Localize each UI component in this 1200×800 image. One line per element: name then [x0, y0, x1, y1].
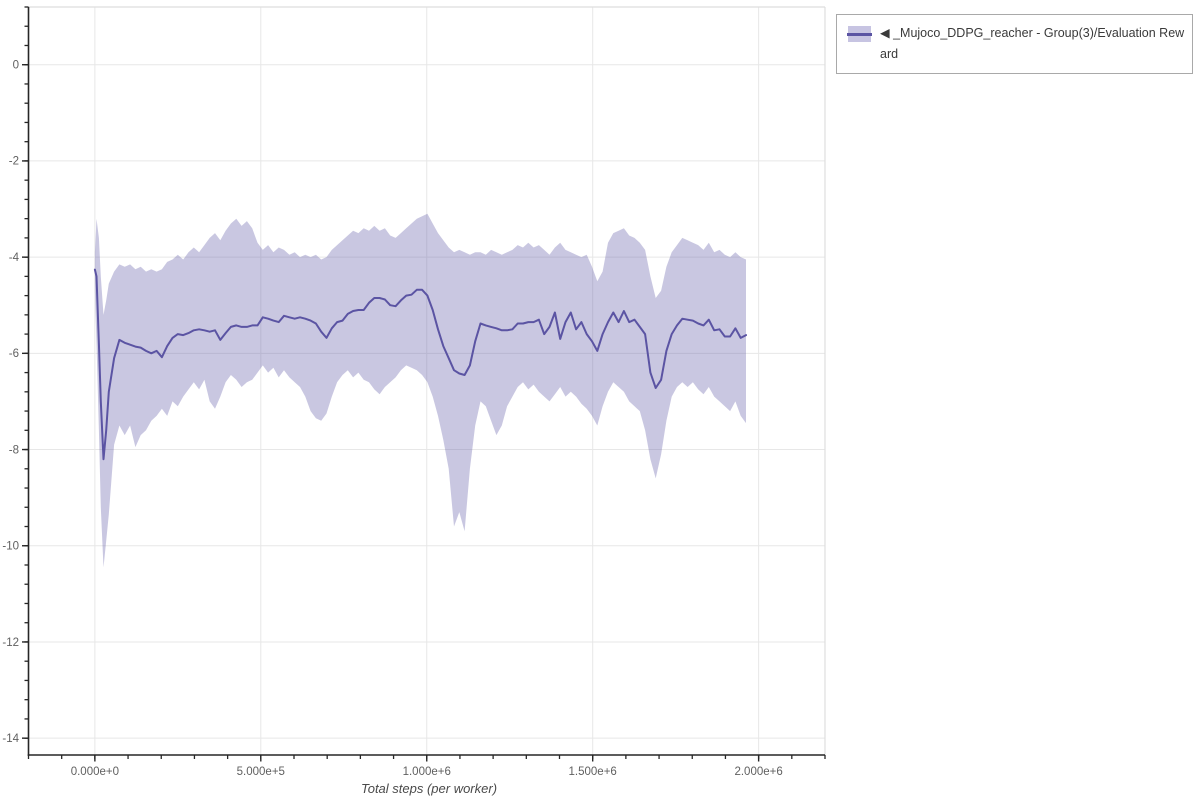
svg-text:-12: -12	[2, 637, 19, 649]
svg-text:0: 0	[13, 60, 19, 72]
svg-text:5.000e+5: 5.000e+5	[237, 766, 285, 778]
x-axis-title: Total steps (per worker)	[360, 781, 498, 796]
svg-text:-6: -6	[9, 348, 19, 360]
svg-text:-8: -8	[9, 444, 19, 456]
svg-text:2.000e+6: 2.000e+6	[734, 766, 782, 778]
svg-text:1.500e+6: 1.500e+6	[569, 766, 617, 778]
svg-text:1.000e+6: 1.000e+6	[403, 766, 451, 778]
legend-swatch	[847, 26, 872, 42]
svg-text:0.000e+0: 0.000e+0	[71, 766, 119, 778]
svg-text:-14: -14	[2, 733, 19, 745]
svg-text:-10: -10	[2, 541, 19, 553]
legend-line-swatch	[847, 32, 872, 36]
legend-box: ◀ _Mujoco_DDPG_reacher - Group(3)/Evalua…	[836, 14, 1193, 74]
svg-text:-2: -2	[9, 156, 19, 168]
legend-label: ◀ _Mujoco_DDPG_reacher - Group(3)/Evalua…	[880, 26, 1185, 61]
svg-text:-4: -4	[9, 252, 20, 264]
